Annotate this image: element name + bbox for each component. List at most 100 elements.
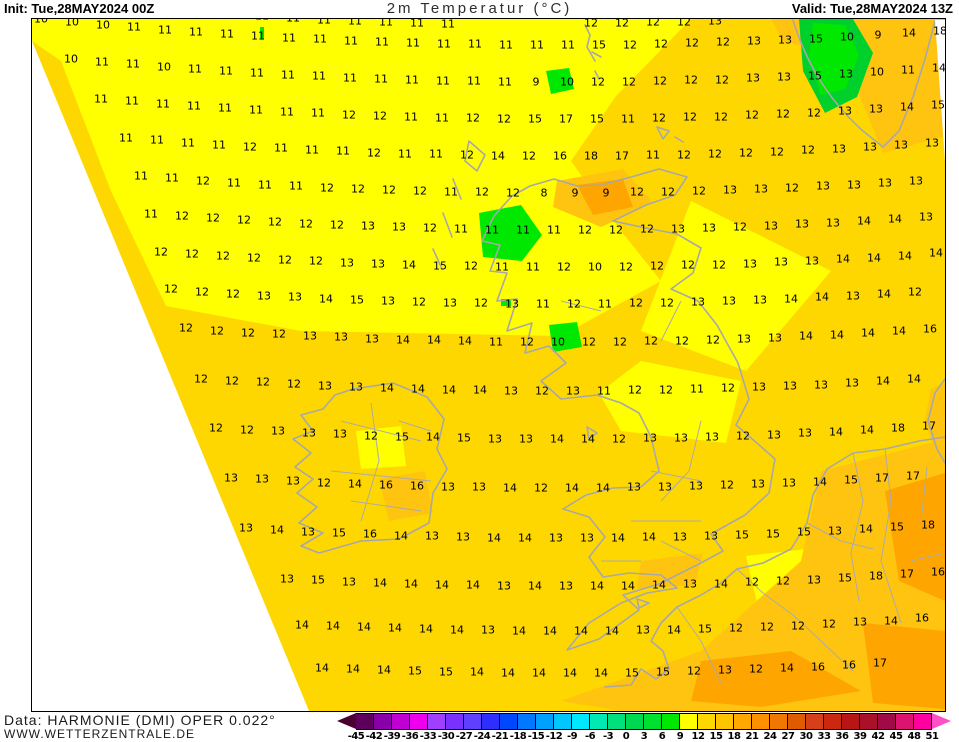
temp-value: 12: [613, 335, 627, 349]
temp-value: 13: [909, 174, 923, 188]
temp-value: 14: [491, 149, 505, 163]
temp-value: 11: [547, 223, 561, 237]
temp-value: 14: [652, 578, 666, 592]
temp-value: 11: [379, 18, 393, 29]
temp-value: 11: [405, 73, 419, 87]
temp-value: 12: [535, 384, 549, 398]
temp-value: 14: [898, 249, 912, 263]
temp-value: 15: [890, 520, 904, 534]
temp-value: 12: [677, 148, 691, 162]
colorbar-segment: [770, 713, 788, 730]
temp-value: 12: [785, 181, 799, 195]
temp-value: 12: [287, 377, 301, 391]
temp-value: 13: [704, 529, 718, 543]
temp-value: 17: [900, 567, 914, 581]
temp-value: 13: [878, 176, 892, 190]
colorbar-left-arrow: [337, 713, 356, 729]
temp-value: 12: [619, 260, 633, 274]
temp-value: 12: [721, 381, 735, 395]
temp-value: 12: [342, 108, 356, 122]
temp-value: 11: [127, 20, 141, 34]
temp-value: 11: [406, 36, 420, 50]
temp-value: 13: [288, 290, 302, 304]
temp-value: 13: [224, 471, 238, 485]
colorbar-tick-label: -21: [491, 731, 509, 742]
temp-value: 11: [125, 94, 139, 108]
colorbar-right-arrow: [932, 713, 951, 729]
temp-value: 14: [411, 382, 425, 396]
temp-value: 12: [660, 296, 674, 310]
colorbar-tick-label: -33: [419, 731, 437, 742]
temp-value: 15: [350, 293, 364, 307]
temp-value: 13: [257, 289, 271, 303]
temp-value: 16: [915, 611, 929, 625]
temp-value: 11: [646, 148, 660, 162]
temp-value: 12: [640, 222, 654, 236]
colorbar-segment: [698, 713, 716, 730]
temp-value: 10: [157, 60, 171, 74]
temp-value: 14: [857, 214, 871, 228]
temp-value: 15: [395, 430, 409, 444]
temp-value: 11: [526, 260, 540, 274]
temp-value: 11: [126, 57, 140, 71]
colorbar-segment: [572, 713, 590, 730]
temp-value: 11: [317, 18, 331, 27]
temp-value: 9: [602, 186, 610, 200]
temp-value: 14: [799, 329, 813, 343]
temp-value: 12: [720, 478, 734, 492]
colorbar-tick-label: -3: [602, 731, 614, 742]
temp-value: 11: [375, 35, 389, 49]
temp-value: 13: [807, 573, 821, 587]
temp-value: 11: [536, 297, 550, 311]
temp-value: 8: [540, 186, 548, 200]
temp-value: 14: [402, 258, 416, 272]
temp-value: 15: [838, 571, 852, 585]
temp-value: 12: [185, 247, 199, 261]
colorbar-segment: [626, 713, 644, 730]
temp-value: 13: [838, 104, 852, 118]
temperature-colorbar: -45 -42 -39 -36 -33 -30 -27 -24 -21 -18 -15 -12 -9 -6…: [0, 710, 959, 742]
norway-coastline: [792, 19, 936, 148]
temp-value: 13: [443, 296, 457, 310]
colorbar-tick-label: 18: [727, 731, 741, 742]
temp-value: 14: [780, 661, 794, 675]
temp-value: 14: [907, 372, 921, 386]
temp-value: 13: [658, 480, 672, 494]
temp-value: 18: [584, 149, 598, 163]
temp-value: 13: [832, 142, 846, 156]
temp-value: 12: [687, 664, 701, 678]
ireland-county-borders: [330, 402, 432, 522]
colorbar-segment: [590, 713, 608, 730]
temp-value: 12: [622, 75, 636, 89]
orkney-islands: [656, 126, 684, 143]
temp-value: 12: [791, 619, 805, 633]
colorbar-segment: [356, 713, 374, 730]
temp-value: 17: [873, 656, 887, 670]
temp-value: 9: [532, 75, 540, 89]
temp-value: 12: [760, 620, 774, 634]
temp-value: 12: [629, 296, 643, 310]
temp-value: 14: [667, 623, 681, 637]
temp-value: 11: [188, 62, 202, 76]
temp-value: 12: [320, 181, 334, 195]
website-label: WWW.WETTERZENTRALE.DE: [4, 727, 195, 741]
temp-value: 11: [454, 222, 468, 236]
temp-value: 11: [901, 63, 915, 77]
colorbar-tick-label: -24: [473, 731, 491, 742]
colorbar-segment: [536, 713, 554, 730]
temp-value: 11: [286, 18, 300, 25]
temp-value: 11: [436, 74, 450, 88]
temp-value: 12: [615, 18, 629, 30]
colorbar-segment: [554, 713, 572, 730]
temp-value: 14: [621, 579, 635, 593]
colorbar-segment: [752, 713, 770, 730]
colorbar-tick-label: -39: [383, 731, 401, 742]
colorbar-tick-label: -18: [509, 731, 527, 742]
temp-value: 12: [677, 18, 691, 29]
temp-value: 12: [330, 218, 344, 232]
temp-value: 13: [798, 426, 812, 440]
temp-value: 13: [497, 579, 511, 593]
temp-value: 12: [654, 37, 668, 51]
temp-value: 12: [522, 149, 536, 163]
temp-value: 14: [450, 623, 464, 637]
